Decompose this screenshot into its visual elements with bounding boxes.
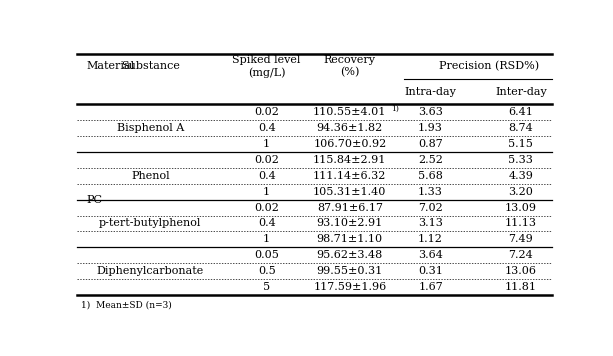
Text: Recovery
(%): Recovery (%) xyxy=(324,56,376,77)
Text: 0.4: 0.4 xyxy=(258,219,275,229)
Text: 0.4: 0.4 xyxy=(258,171,275,181)
Text: 1.67: 1.67 xyxy=(418,282,443,292)
Text: 7.02: 7.02 xyxy=(418,203,443,213)
Text: 0.87: 0.87 xyxy=(418,139,443,149)
Text: Inter-day: Inter-day xyxy=(495,87,547,97)
Text: Substance: Substance xyxy=(121,61,180,71)
Text: 1: 1 xyxy=(263,187,270,197)
Text: 1: 1 xyxy=(263,139,270,149)
Text: 0.4: 0.4 xyxy=(258,123,275,133)
Text: 0.5: 0.5 xyxy=(258,266,275,276)
Text: p-tert-butylphenol: p-tert-butylphenol xyxy=(99,219,202,229)
Text: 4.39: 4.39 xyxy=(508,171,533,181)
Text: Diphenylcarbonate: Diphenylcarbonate xyxy=(97,266,204,276)
Text: 115.84±2.91: 115.84±2.91 xyxy=(313,155,386,165)
Text: 5.15: 5.15 xyxy=(508,139,533,149)
Text: Bisphenol A: Bisphenol A xyxy=(116,123,184,133)
Text: 2.52: 2.52 xyxy=(418,155,443,165)
Text: Phenol: Phenol xyxy=(131,171,170,181)
Text: 106.70±0.92: 106.70±0.92 xyxy=(313,139,386,149)
Text: 0.02: 0.02 xyxy=(254,203,279,213)
Text: 3.20: 3.20 xyxy=(508,187,533,197)
Text: 11.13: 11.13 xyxy=(505,219,537,229)
Text: 13.06: 13.06 xyxy=(505,266,537,276)
Text: 1: 1 xyxy=(263,234,270,244)
Text: Precision (RSD%): Precision (RSD%) xyxy=(439,61,539,72)
Text: 3.64: 3.64 xyxy=(418,250,443,260)
Text: 0.02: 0.02 xyxy=(254,108,279,117)
Text: 111.14±6.32: 111.14±6.32 xyxy=(313,171,386,181)
Text: 5.33: 5.33 xyxy=(508,155,533,165)
Text: 95.62±3.48: 95.62±3.48 xyxy=(317,250,383,260)
Text: 0.02: 0.02 xyxy=(254,155,279,165)
Text: 110.55±4.01: 110.55±4.01 xyxy=(313,108,386,117)
Text: 5: 5 xyxy=(263,282,270,292)
Text: 3.63: 3.63 xyxy=(418,108,443,117)
Text: 1.12: 1.12 xyxy=(418,234,443,244)
Text: Intra-day: Intra-day xyxy=(405,87,457,97)
Text: 11.81: 11.81 xyxy=(505,282,537,292)
Text: 7.24: 7.24 xyxy=(508,250,533,260)
Text: 0.31: 0.31 xyxy=(418,266,443,276)
Text: 98.71±1.10: 98.71±1.10 xyxy=(317,234,383,244)
Text: 99.55±0.31: 99.55±0.31 xyxy=(317,266,383,276)
Text: 1.33: 1.33 xyxy=(418,187,443,197)
Text: 13.09: 13.09 xyxy=(505,203,537,213)
Text: Material: Material xyxy=(86,61,134,71)
Text: 7.49: 7.49 xyxy=(508,234,533,244)
Text: 6.41: 6.41 xyxy=(508,108,533,117)
Text: 94.36±1.82: 94.36±1.82 xyxy=(317,123,383,133)
Text: Spiked level
(mg/L): Spiked level (mg/L) xyxy=(232,55,301,78)
Text: PC: PC xyxy=(86,195,102,205)
Text: 87.91±6.17: 87.91±6.17 xyxy=(317,203,383,213)
Text: 105.31±1.40: 105.31±1.40 xyxy=(313,187,386,197)
Text: 117.59±1.96: 117.59±1.96 xyxy=(313,282,386,292)
Text: 93.10±2.91: 93.10±2.91 xyxy=(317,219,383,229)
Text: 3.13: 3.13 xyxy=(418,219,443,229)
Text: 1): 1) xyxy=(392,105,400,113)
Text: 1.93: 1.93 xyxy=(418,123,443,133)
Text: 5.68: 5.68 xyxy=(418,171,443,181)
Text: 1)  Mean±SD (n=3): 1) Mean±SD (n=3) xyxy=(82,300,172,309)
Text: 0.05: 0.05 xyxy=(254,250,279,260)
Text: 8.74: 8.74 xyxy=(508,123,533,133)
